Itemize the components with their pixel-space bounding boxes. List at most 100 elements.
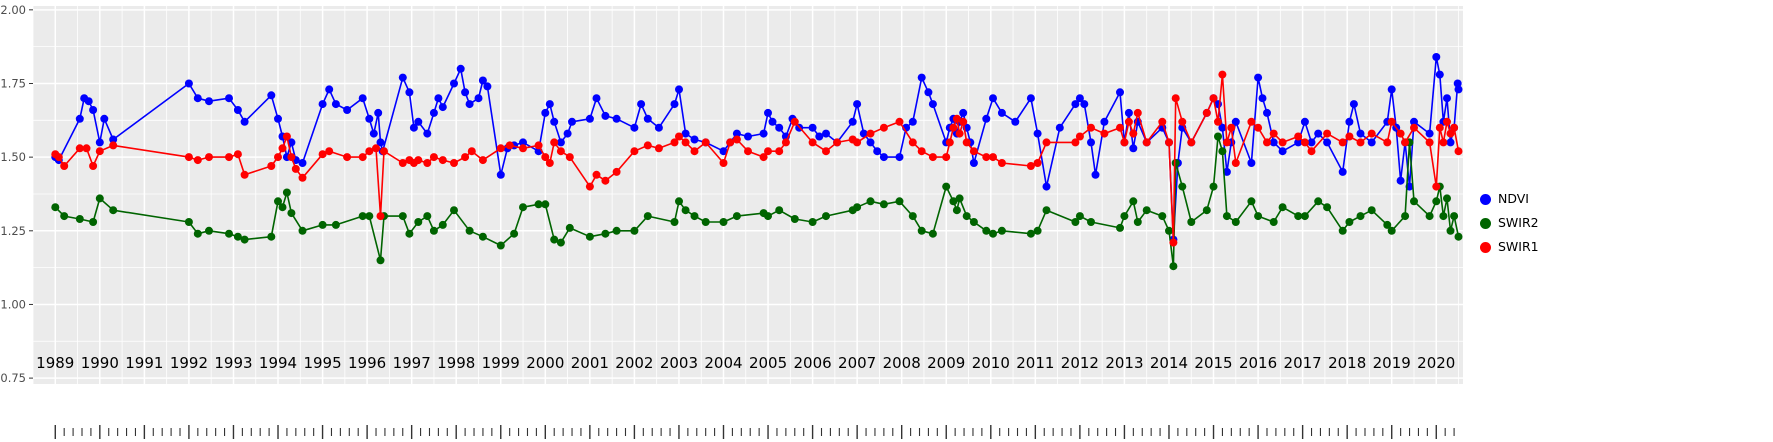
data-point-SWIR2 [1278,203,1287,212]
data-point-NDVI [1349,100,1358,109]
data-point-NDVI [1222,167,1231,176]
data-point-SWIR1 [833,138,842,147]
x-axis-year-label: 2010 [972,354,1010,372]
data-point-SWIR1 [701,138,710,147]
data-point-SWIR1 [325,147,334,156]
data-point-SWIR2 [267,232,276,241]
data-point-SWIR2 [274,197,282,206]
data-point-SWIR1 [690,147,699,156]
data-point-NDVI [1396,176,1405,185]
x-axis-year-label: 2002 [615,354,653,372]
data-point-SWIR1 [675,132,683,141]
data-point-NDVI [1033,129,1042,138]
data-point-SWIR2 [808,218,817,226]
data-point-SWIR1 [1100,129,1109,138]
data-point-SWIR1 [1254,123,1263,132]
data-point-SWIR2 [908,212,917,221]
data-point-SWIR2 [1033,226,1042,235]
data-point-SWIR2 [75,215,84,223]
data-point-NDVI [853,100,862,109]
data-point-SWIR1 [467,147,476,156]
data-point-SWIR1 [670,138,679,147]
data-point-NDVI [225,94,233,103]
data-point-NDVI [89,106,98,114]
data-point-NDVI [84,97,93,106]
data-point-NDVI [719,147,728,156]
data-point-SWIR2 [358,212,367,221]
data-point-SWIR2 [764,212,772,221]
data-point-SWIR2 [376,256,385,265]
data-point-SWIR2 [732,212,741,221]
data-point-NDVI [630,123,639,132]
data-point-NDVI [358,94,367,103]
data-point-SWIR2 [701,218,710,226]
data-point-SWIR1 [781,138,790,147]
data-point-SWIR1 [423,159,432,167]
data-point-SWIR2 [282,188,291,197]
data-point-SWIR1 [1269,129,1278,138]
data-point-SWIR1 [1443,117,1451,126]
data-point-SWIR2 [775,206,784,215]
data-point-SWIR1 [1307,147,1316,156]
data-point-SWIR1 [1071,138,1080,147]
data-point-NDVI [908,117,917,126]
data-point-SWIR1 [982,153,991,162]
x-axis-year-label: 2013 [1105,354,1143,372]
data-point-NDVI [848,117,857,126]
data-point-NDVI [1278,147,1287,156]
data-point-NDVI [1453,79,1462,88]
data-point-NDVI [556,138,565,147]
data-point-SWIR2 [60,212,69,221]
data-point-SWIR1 [1133,108,1142,117]
data-point-SWIR2 [519,203,527,212]
x-axis-year-label: 1998 [437,354,475,372]
y-axis-tick-label: 1.50 [0,150,26,164]
data-point-SWIR2 [1116,223,1124,232]
data-point-SWIR2 [1387,226,1396,235]
data-point-SWIR2 [1178,182,1187,191]
data-point-SWIR2 [1231,218,1240,226]
data-point-SWIR1 [75,144,84,153]
data-point-SWIR2 [790,215,799,223]
data-point-NDVI [456,64,465,73]
x-axis-year-label: 1999 [482,354,520,372]
data-point-NDVI [917,73,926,82]
data-point-NDVI [601,111,610,120]
x-axis-year-label: 2014 [1150,354,1188,372]
data-point-NDVI [928,100,937,109]
data-point-NDVI [1338,167,1347,176]
data-point-SWIR2 [643,212,652,221]
data-point-SWIR2 [630,226,639,235]
data-point-SWIR1 [438,156,447,165]
data-point-SWIR2 [240,235,249,244]
x-axis-year-label: 2015 [1194,354,1232,372]
data-point-NDVI [637,100,646,109]
x-axis-year-label: 2017 [1284,354,1322,372]
x-axis-year-label: 2012 [1061,354,1099,372]
data-point-NDVI [519,138,527,147]
data-point-NDVI [1454,85,1463,94]
data-point-SWIR2 [1323,203,1332,212]
data-point-SWIR1 [775,147,784,156]
data-point-SWIR2 [423,212,432,221]
data-point-NDVI [1075,94,1084,103]
x-axis-year-label: 2005 [749,354,787,372]
data-point-NDVI [563,129,572,138]
data-point-NDVI [866,138,875,147]
data-point-SWIR2 [318,220,327,229]
data-point-SWIR1 [1396,129,1405,138]
data-point-SWIR2 [1165,226,1173,235]
data-point-SWIR1 [1356,138,1365,147]
data-point-SWIR1 [1247,117,1256,126]
data-point-NDVI [1269,138,1278,147]
data-point-SWIR2 [1410,197,1418,206]
data-point-SWIR1 [1129,129,1138,138]
legend: NDVI SWIR2 SWIR1 [1480,188,1539,258]
data-point-SWIR2 [1187,218,1196,226]
data-point-NDVI [1116,88,1124,97]
data-point-NDVI [434,94,443,103]
data-point-NDVI [205,97,213,106]
data-point-SWIR1 [1338,138,1347,147]
data-point-SWIR1 [764,147,772,156]
data-point-NDVI [775,123,784,132]
